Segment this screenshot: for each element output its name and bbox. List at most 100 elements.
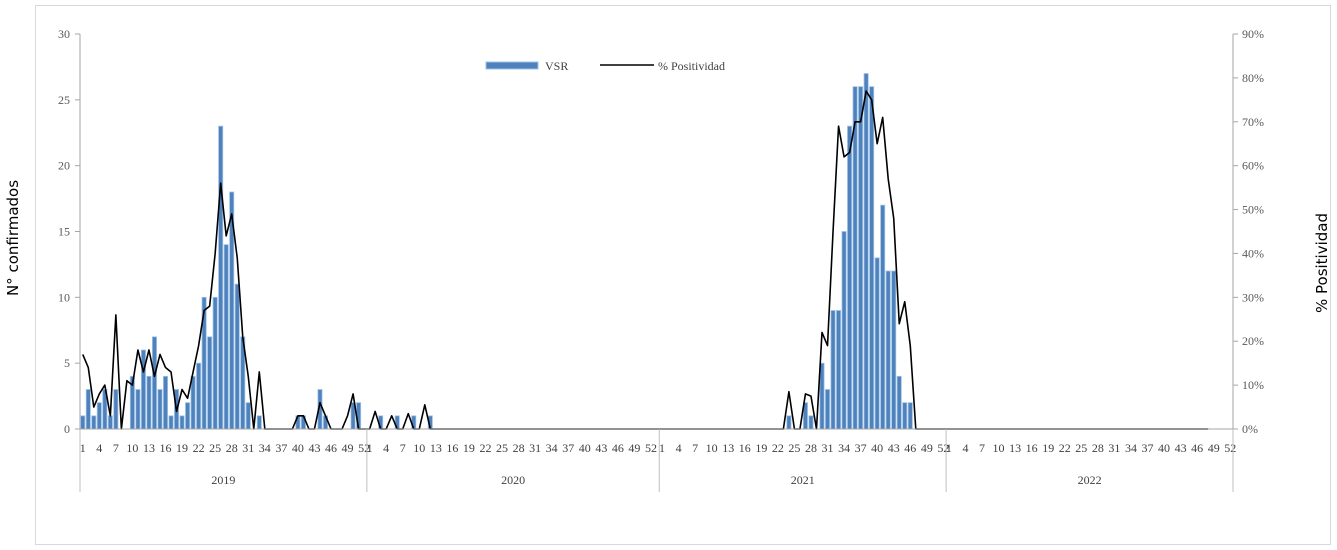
bar-vsr (190, 375, 196, 430)
y-tick-label-right: 10% (1242, 378, 1264, 392)
x-tick-label: 7 (979, 441, 985, 455)
x-tick-label: 10 (126, 441, 138, 455)
year-label: 2022 (1078, 473, 1102, 487)
y-tick-label-left: 5 (64, 356, 70, 370)
y-tick-label-right: 80% (1242, 71, 1264, 85)
x-tick-label: 10 (993, 441, 1005, 455)
x-tick-label: 31 (529, 441, 541, 455)
bar-vsr (874, 257, 880, 430)
x-tick-label: 31 (242, 441, 254, 455)
bar-vsr (179, 415, 185, 430)
x-tick-label: 49 (342, 441, 354, 455)
x-tick-label: 28 (1092, 441, 1104, 455)
x-tick-label: 43 (888, 441, 900, 455)
x-tick-label: 46 (612, 441, 624, 455)
bar-vsr (880, 204, 886, 430)
x-tick-label: 16 (1026, 441, 1038, 455)
bar-vsr (168, 415, 174, 430)
bar-vsr (841, 231, 847, 430)
bar-vsr (151, 336, 157, 430)
x-tick-label: 31 (822, 441, 834, 455)
bar-vsr (212, 296, 218, 430)
y-axis-right-title: % Positividad (1313, 213, 1331, 313)
bar-vsr (869, 86, 875, 430)
x-tick-label: 4 (676, 441, 682, 455)
bar-vsr (786, 415, 792, 430)
bar-vsr (146, 375, 152, 430)
x-tick-label: 52 (645, 441, 657, 455)
y-tick-label-left: 10 (58, 290, 70, 304)
x-tick-label: 25 (788, 441, 800, 455)
x-tick-label: 19 (176, 441, 188, 455)
x-tick-label: 49 (628, 441, 640, 455)
bar-vsr (891, 270, 897, 430)
line-positividad (82, 90, 1209, 430)
chart-frame (35, 5, 1331, 545)
x-tick-label: 1 (659, 441, 665, 455)
x-tick-label: 25 (1075, 441, 1087, 455)
x-tick-label: 43 (308, 441, 320, 455)
y-tick-label-right: 0% (1242, 422, 1258, 436)
bar-vsr (852, 86, 858, 430)
x-tick-label: 31 (1108, 441, 1120, 455)
x-tick-label: 1 (80, 441, 86, 455)
bar-vsr (163, 375, 169, 430)
bar-vsr (135, 389, 141, 430)
bar-vsr (830, 310, 836, 430)
x-tick-label: 28 (513, 441, 525, 455)
x-tick-label: 10 (706, 441, 718, 455)
x-tick-label: 7 (113, 441, 119, 455)
y-tick-label-right: 20% (1242, 334, 1264, 348)
y-tick-label-right: 70% (1242, 115, 1264, 129)
bar-vsr (907, 402, 913, 430)
y-tick-label-left: 0 (64, 422, 70, 436)
x-tick-label: 4 (383, 441, 389, 455)
bar-vsr (107, 415, 113, 430)
y-tick-label-right: 90% (1242, 27, 1264, 41)
x-tick-label: 46 (904, 441, 916, 455)
bar-vsr (96, 402, 102, 430)
x-tick-label: 40 (871, 441, 883, 455)
x-tick-label: 22 (193, 441, 205, 455)
x-tick-label: 37 (855, 441, 867, 455)
x-tick-label: 22 (772, 441, 784, 455)
bar-vsr (819, 362, 825, 430)
bar-vsr (245, 402, 251, 430)
x-tick-label: 43 (1175, 441, 1187, 455)
x-tick-label: 13 (143, 441, 155, 455)
bar-vsr (140, 349, 146, 430)
x-tick-label: 37 (1141, 441, 1153, 455)
x-tick-label: 34 (1125, 441, 1137, 455)
x-tick-label: 37 (562, 441, 574, 455)
year-label: 2019 (211, 473, 235, 487)
year-label: 2020 (501, 473, 525, 487)
bar-vsr (157, 389, 163, 430)
bar-vsr (207, 336, 213, 430)
x-tick-label: 22 (1059, 441, 1071, 455)
bar-vsr (218, 125, 224, 430)
legend: VSR % Positividad (485, 59, 725, 73)
x-tick-label: 22 (479, 441, 491, 455)
x-tick-label: 46 (1191, 441, 1203, 455)
x-tick-label: 34 (838, 441, 850, 455)
x-tick-label: 49 (921, 441, 933, 455)
x-tick-label: 43 (595, 441, 607, 455)
y-tick-label-left: 25 (58, 93, 70, 107)
bar-vsr (80, 415, 86, 430)
x-tick-label: 16 (160, 441, 172, 455)
x-tick-label: 28 (805, 441, 817, 455)
y-axis-left: 0 5 10 15 20 25 30 (58, 27, 81, 436)
y-tick-label-left: 15 (58, 225, 70, 239)
year-label: 2021 (791, 473, 815, 487)
bar-vsr (223, 244, 229, 430)
x-tick-label: 13 (430, 441, 442, 455)
x-tick-label: 28 (226, 441, 238, 455)
y-tick-label-right: 60% (1242, 159, 1264, 173)
x-tick-label: 40 (292, 441, 304, 455)
x-tick-label: 4 (962, 441, 968, 455)
bar-vsr (902, 402, 908, 430)
x-tick-label: 40 (1158, 441, 1170, 455)
x-tick-label: 16 (739, 441, 751, 455)
legend-label-positividad: % Positividad (658, 59, 725, 73)
